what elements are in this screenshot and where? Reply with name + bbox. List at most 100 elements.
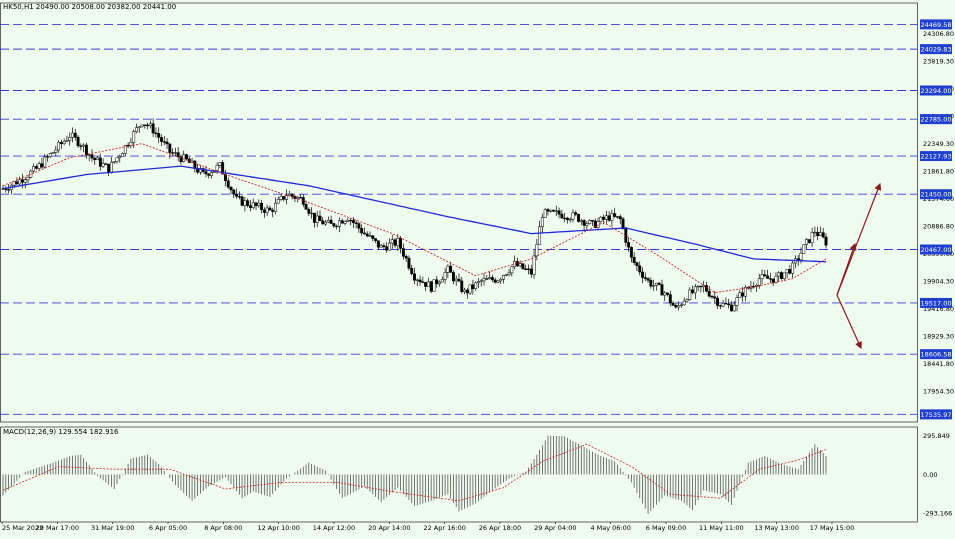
time-axis-label: 14 Apr 12:00 xyxy=(313,524,355,532)
candle-body xyxy=(179,156,183,162)
candle-body xyxy=(271,209,275,212)
level-badge xyxy=(920,409,952,420)
candle-body xyxy=(176,152,180,158)
candle-body xyxy=(132,131,136,143)
candle-body xyxy=(552,209,555,212)
candle-body xyxy=(699,285,703,288)
candle-body xyxy=(343,221,347,224)
candle-body xyxy=(524,268,528,270)
candle-body xyxy=(401,248,405,257)
candle-body xyxy=(657,282,661,285)
candle-body xyxy=(824,236,828,246)
candle-body xyxy=(638,265,642,273)
level-badge-label: 17535.97 xyxy=(920,411,951,419)
candle-body xyxy=(599,216,603,222)
candle-body xyxy=(318,215,322,222)
forecast-arrow-down[interactable] xyxy=(836,294,862,350)
price-axis-tick: 19416.80 xyxy=(923,305,954,313)
candle-body xyxy=(674,305,678,308)
candle-body xyxy=(593,220,597,228)
candle-body xyxy=(204,171,208,175)
candle-body xyxy=(688,289,692,300)
candle-body xyxy=(663,292,667,296)
candle-body xyxy=(376,240,380,248)
candle-body xyxy=(368,235,372,237)
candle-body xyxy=(529,268,533,275)
candle-body xyxy=(635,262,639,267)
candle-body xyxy=(260,202,264,211)
candle-body xyxy=(107,163,111,173)
candle-body xyxy=(276,199,280,204)
candle-body xyxy=(668,294,672,304)
candle-body xyxy=(571,212,575,220)
candle-body xyxy=(221,162,225,175)
macd-panel[interactable]: 295.849 0.00 -293.166 xyxy=(0,426,953,523)
candle-body xyxy=(274,202,277,212)
candle-body xyxy=(479,280,483,282)
candle-body xyxy=(413,273,416,281)
candle-body xyxy=(109,161,113,173)
candle-body xyxy=(48,153,52,157)
candle-body xyxy=(654,282,658,286)
price-axis-tick: 22349.30 xyxy=(923,140,954,148)
candle-body xyxy=(349,219,353,222)
candle-body xyxy=(543,209,547,218)
candle-body xyxy=(632,256,636,263)
price-axis-tick: 17954.30 xyxy=(923,387,954,395)
candle-body xyxy=(43,156,47,168)
candle-body xyxy=(802,244,806,254)
symbol-info-label: HK50,H1 20490.00 20508.00 20382.00 20441… xyxy=(3,3,176,11)
candle-body xyxy=(90,154,94,159)
candle-body xyxy=(679,304,683,306)
level-badge-label: 21450.00 xyxy=(920,191,951,199)
macd-axis-tick: 295.849 xyxy=(923,432,950,440)
candle-body xyxy=(235,194,239,197)
price-axis-tick: 19904.30 xyxy=(923,278,954,286)
candle-body xyxy=(418,279,422,283)
candle-body xyxy=(424,282,428,287)
level-badge-label: 24029.83 xyxy=(920,46,951,54)
candle-body xyxy=(162,141,166,143)
candle-body xyxy=(493,279,497,283)
forecast-arrow-mid[interactable] xyxy=(836,242,857,296)
macd-info-label: MACD(12,26,9) 129.554 182.916 xyxy=(3,428,119,436)
candle-body xyxy=(721,302,725,307)
candle-body xyxy=(82,144,86,147)
candle-body xyxy=(499,278,503,282)
candle-body xyxy=(463,289,466,293)
candle-body xyxy=(691,289,694,294)
candle-body xyxy=(12,181,16,186)
candle-body xyxy=(782,272,786,279)
candle-body xyxy=(296,197,300,200)
candle-body xyxy=(465,289,469,294)
level-badge xyxy=(920,44,952,55)
candle-body xyxy=(87,154,91,156)
macd-axis-tick: -293.166 xyxy=(923,510,952,518)
candle-body xyxy=(290,193,294,197)
candle-body xyxy=(585,223,589,226)
price-panel[interactable]: 24306.8023819.3023332.1022844.8022349.30… xyxy=(0,2,954,423)
candle-body xyxy=(602,216,606,220)
forecast-arrow-up[interactable] xyxy=(836,182,882,296)
time-axis-label: 20 Apr 14:00 xyxy=(368,524,410,532)
candle-body xyxy=(146,124,150,127)
candle-body xyxy=(440,279,444,283)
candle-body xyxy=(490,277,494,281)
candle-body xyxy=(707,290,711,297)
candle-body xyxy=(115,157,119,162)
candle-body xyxy=(265,207,269,213)
candle-body xyxy=(390,239,394,244)
candle-body xyxy=(577,214,580,222)
time-axis-label: 8 Apr 08:00 xyxy=(204,524,242,532)
candle-body xyxy=(71,132,74,138)
candle-body xyxy=(502,275,505,280)
candle-body xyxy=(310,212,314,215)
candle-body xyxy=(237,196,241,198)
candle-body xyxy=(546,209,550,212)
candle-body xyxy=(732,305,736,312)
candle-body xyxy=(148,123,152,127)
candle-body xyxy=(374,238,378,241)
candle-body xyxy=(507,272,511,275)
candle-body xyxy=(666,292,669,295)
